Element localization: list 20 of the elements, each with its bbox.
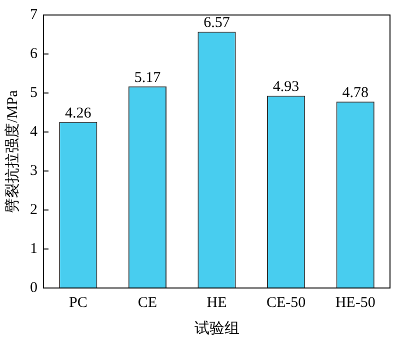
y-tick-label: 5 [30,84,38,101]
y-tick-label: 3 [30,162,38,179]
x-tick-label: CE-50 [266,294,306,311]
y-tick-label: 2 [30,202,38,218]
y-axis-title: 劈裂抗拉强度/MPa [4,90,21,213]
y-tick-label: 4 [30,124,38,140]
data-label: 5.17 [134,70,162,86]
y-tick-label: 1 [30,240,38,257]
x-tick-label: CE [138,294,158,311]
y-tick-label: 7 [30,6,38,23]
x-tick-label: HE [206,294,227,311]
data-label: 4.78 [342,85,368,102]
y-tick-label: 0 [30,280,38,296]
x-tick-label: HE-50 [335,294,376,311]
y-tick-label: 6 [30,46,38,62]
data-label: 6.57 [204,15,230,32]
x-tick-label: PC [68,294,88,311]
x-axis-title: 试验组 [194,320,240,337]
data-label: 4.93 [272,79,300,96]
data-label: 4.26 [65,105,92,122]
